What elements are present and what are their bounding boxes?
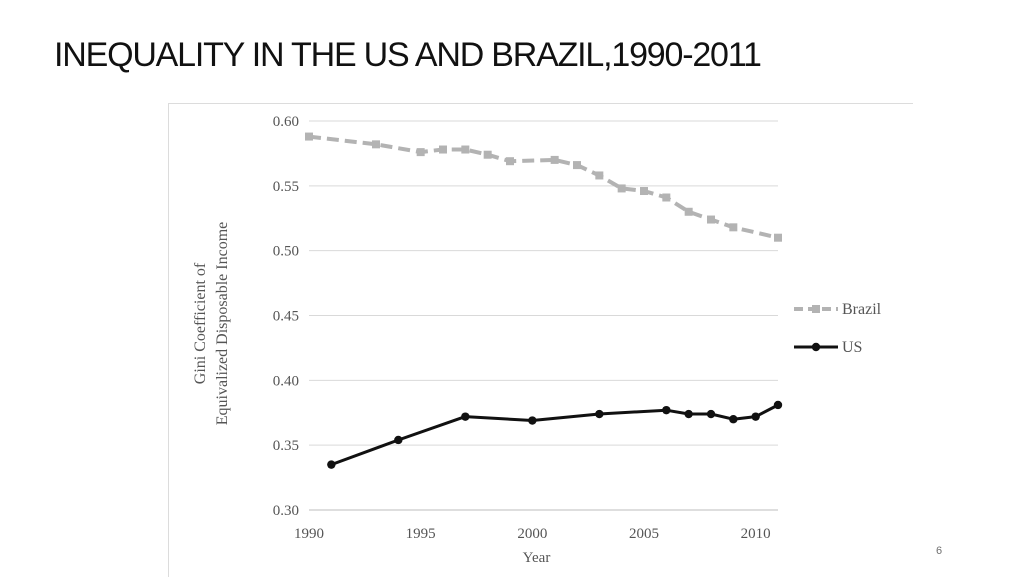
data-point-us bbox=[394, 435, 403, 445]
data-point-brazil bbox=[573, 161, 581, 170]
x-tick-label: 1990 bbox=[294, 526, 324, 542]
data-point-us bbox=[595, 409, 604, 419]
data-point-brazil bbox=[439, 145, 447, 154]
data-point-brazil bbox=[774, 233, 782, 242]
data-point-brazil bbox=[372, 140, 380, 149]
data-point-brazil bbox=[640, 187, 648, 196]
y-tick-label: 0.55 bbox=[273, 179, 299, 195]
page-number: 6 bbox=[936, 545, 943, 557]
data-point-us bbox=[327, 460, 336, 469]
data-point-brazil bbox=[729, 223, 738, 232]
x-tick-label: 1995 bbox=[406, 526, 436, 542]
y-tick-label: 0.30 bbox=[273, 503, 299, 519]
legend-label-brazil: Brazil bbox=[842, 301, 882, 318]
data-point-brazil bbox=[550, 155, 559, 164]
data-point-brazil bbox=[483, 150, 492, 159]
data-point-us bbox=[773, 400, 783, 410]
legend-marker-brazil bbox=[812, 305, 820, 313]
data-point-brazil bbox=[662, 193, 671, 202]
x-axis-title: Year bbox=[523, 550, 551, 566]
data-point-us bbox=[706, 409, 716, 419]
y-tick-label: 0.45 bbox=[273, 309, 299, 325]
gini-line-chart: 0.30 0.35 0.40 0.45 0.50 0.55 0.60 1990 1995 2000… bbox=[192, 114, 882, 566]
y-tick-label: 0.40 bbox=[273, 373, 299, 389]
y-tick-label: 0.35 bbox=[273, 438, 299, 454]
y-tick-label: 0.50 bbox=[273, 244, 299, 260]
y-axis-title: Gini Coefficient of bbox=[192, 262, 209, 384]
x-tick-label: 2000 bbox=[517, 526, 547, 542]
data-point-brazil bbox=[461, 145, 470, 154]
chart-frame: 0.30 0.35 0.40 0.45 0.50 0.55 0.60 1990 1995 2000… bbox=[168, 103, 913, 577]
data-point-us bbox=[751, 412, 760, 421]
x-tick-label: 2010 bbox=[741, 526, 771, 542]
slide-title: INEQUALITY IN THE US AND BRAZIL,1990-201… bbox=[54, 36, 762, 74]
data-point-brazil bbox=[506, 157, 514, 166]
y-tick-label: 0.60 bbox=[273, 114, 299, 130]
data-point-us bbox=[528, 416, 537, 425]
data-point-brazil bbox=[416, 148, 425, 157]
data-point-brazil bbox=[305, 132, 313, 141]
data-point-brazil bbox=[595, 171, 604, 180]
legend-marker-us bbox=[811, 342, 821, 352]
data-point-brazil bbox=[707, 215, 715, 224]
data-point-us bbox=[684, 409, 693, 419]
x-tick-label: 2005 bbox=[629, 526, 659, 542]
data-point-us bbox=[461, 412, 470, 421]
data-point-us bbox=[662, 405, 671, 415]
y-axis-title: Equivalized Disposable Income bbox=[214, 222, 231, 426]
legend-label-us: US bbox=[842, 339, 862, 356]
data-point-brazil bbox=[617, 184, 626, 193]
data-point-brazil bbox=[684, 207, 693, 216]
data-point-us bbox=[729, 415, 738, 424]
